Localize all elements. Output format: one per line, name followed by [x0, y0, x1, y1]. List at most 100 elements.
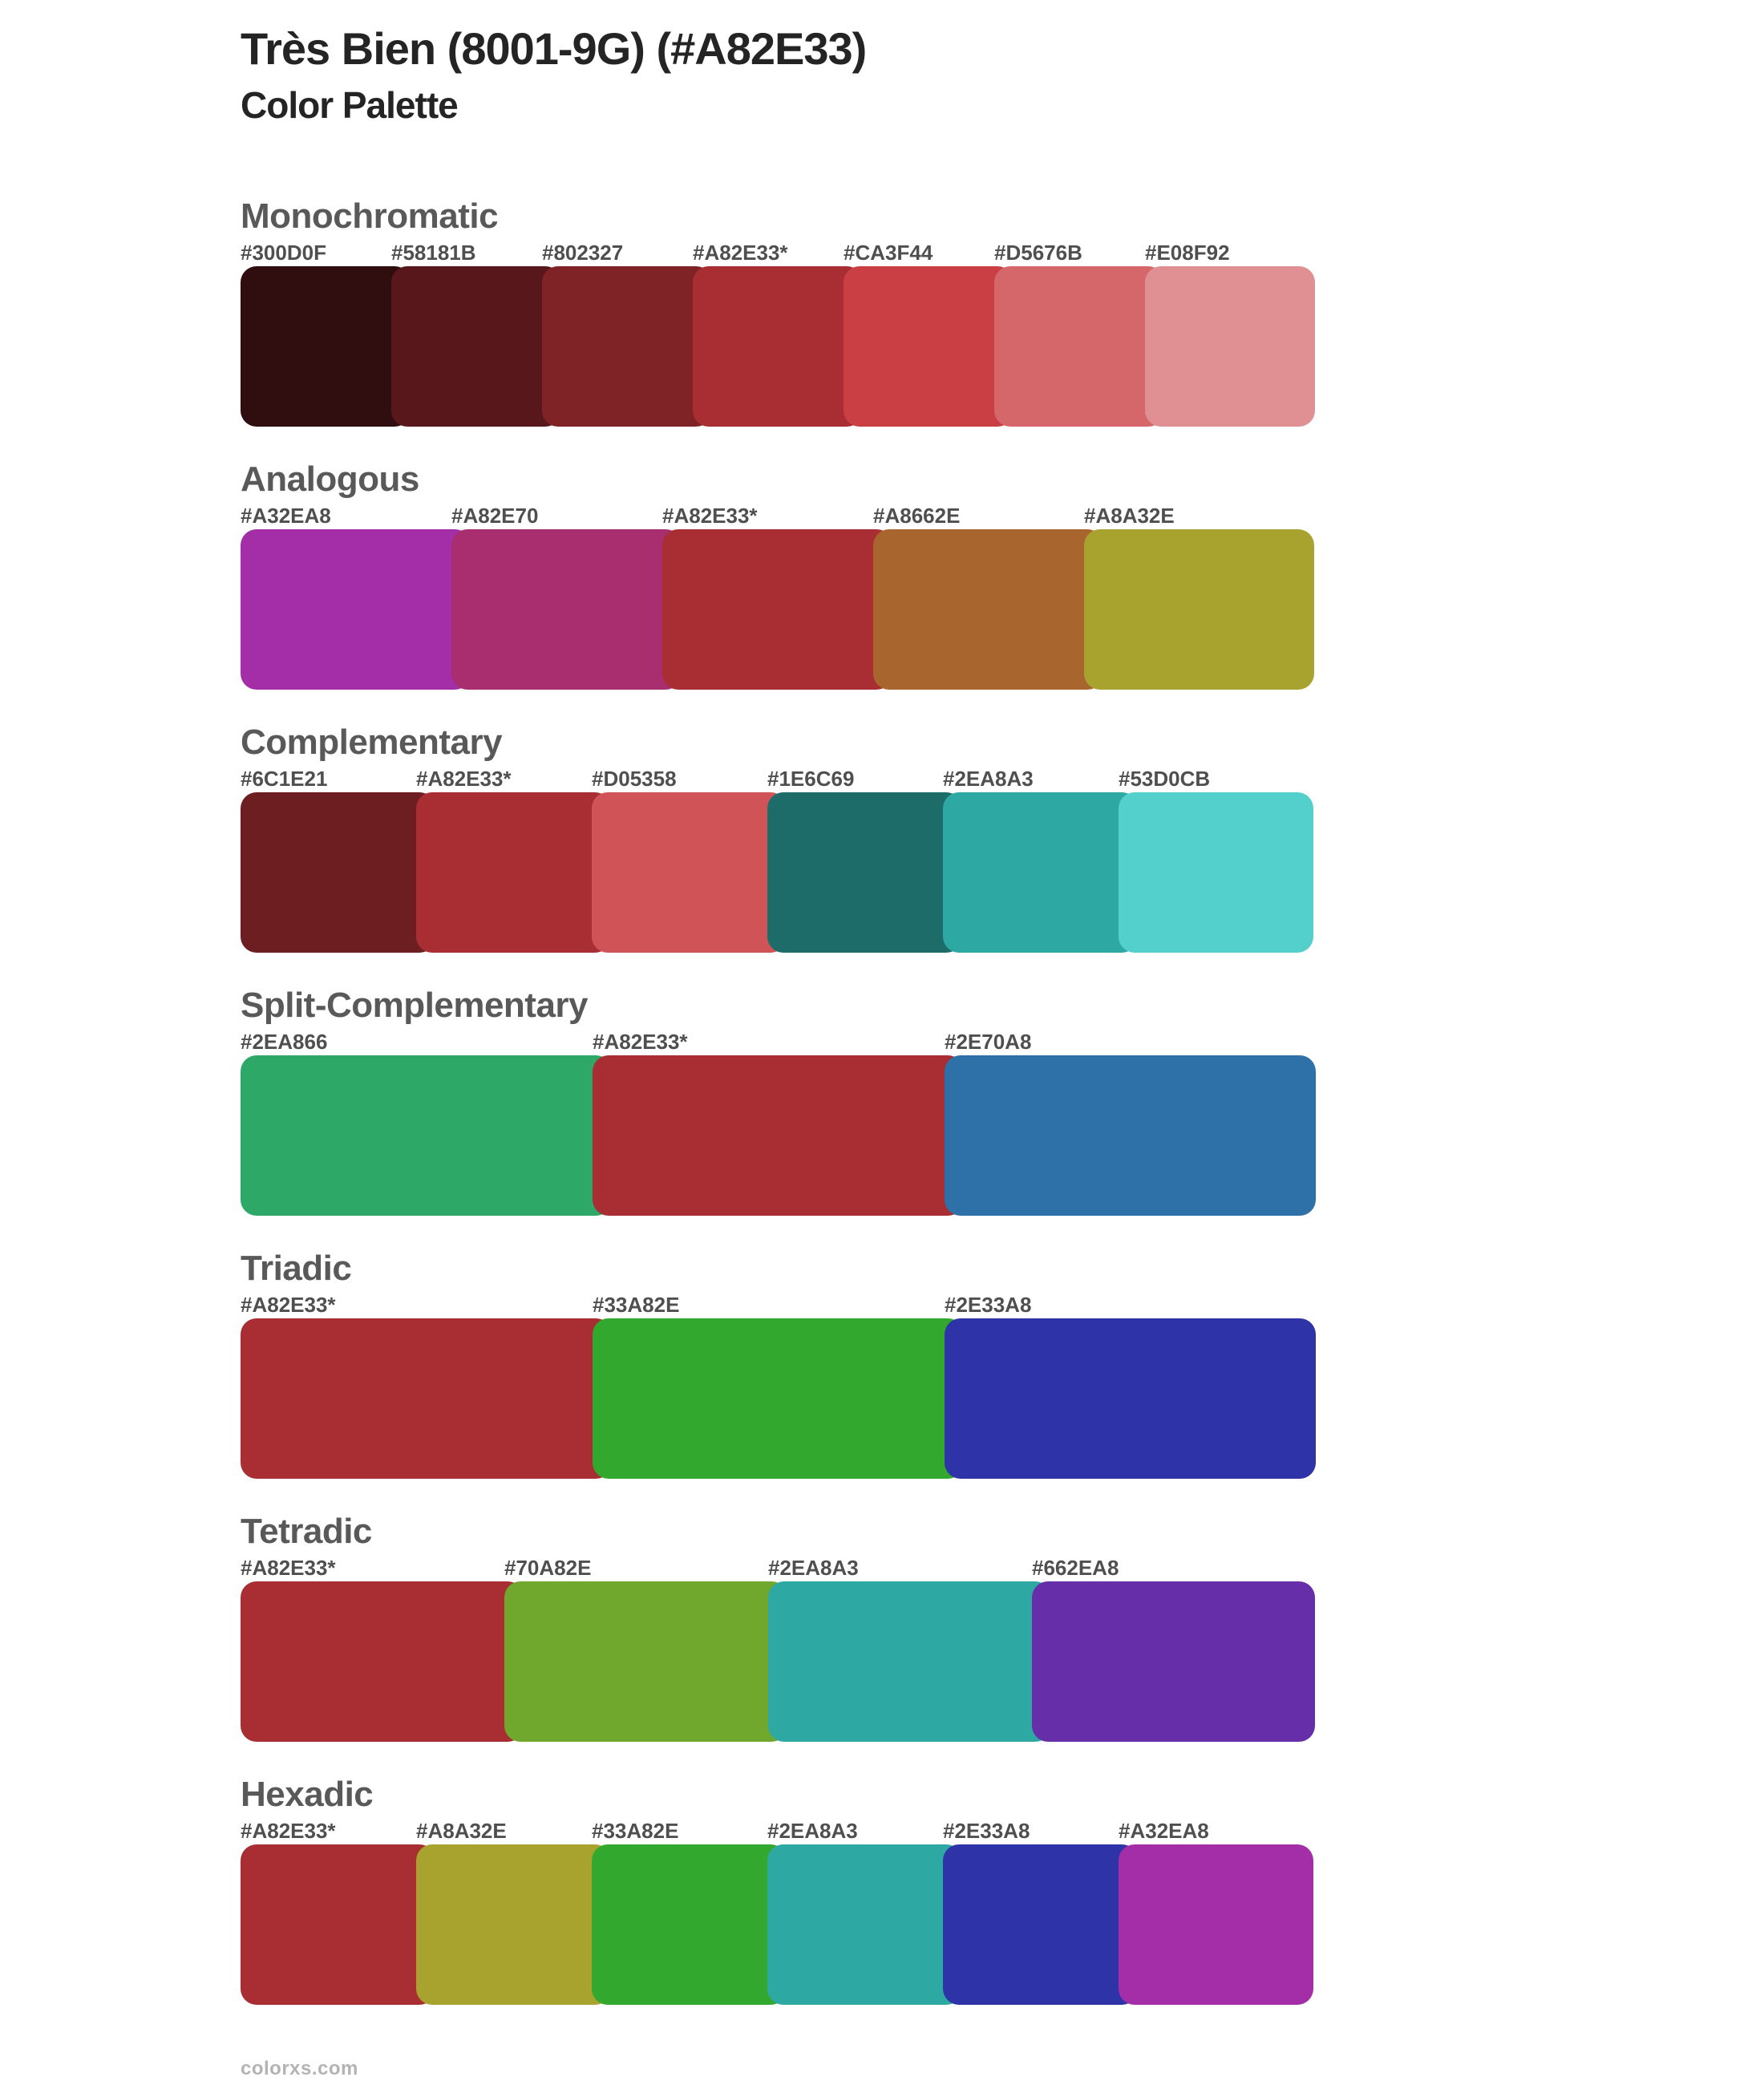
- swatch-row: #A82E33* #A8A32E #33A82E #2EA8A3 #2E33A8 #A32…: [241, 1819, 1764, 2005]
- swatch-hex-label: #6C1E21: [241, 767, 328, 791]
- section-heading: Split-Complementary: [241, 986, 589, 1025]
- swatch-hex-label: #2EA8A3: [943, 767, 1034, 791]
- color-swatch: #A82E33*: [416, 767, 611, 953]
- swatch-color-block: [994, 266, 1164, 427]
- color-swatch: #A82E33*: [593, 1030, 964, 1216]
- swatch-row: #6C1E21 #A82E33* #D05358 #1E6C69 #2EA8A3 #53D…: [241, 767, 1764, 953]
- swatch-color-block: [416, 1844, 611, 2005]
- swatch-hex-label: #2EA8A3: [768, 1556, 859, 1580]
- color-swatch: #A82E33*: [241, 1556, 524, 1742]
- swatch-color-block: [241, 1844, 435, 2005]
- color-swatch: #2E33A8: [943, 1819, 1138, 2005]
- color-swatch: #70A82E: [504, 1556, 787, 1742]
- swatch-hex-label: #802327: [542, 241, 624, 265]
- swatch-hex-label: #2EA8A3: [767, 1819, 858, 1843]
- swatch-color-block: [943, 1844, 1138, 2005]
- color-swatch: #6C1E21: [241, 767, 435, 953]
- swatch-color-block: [592, 792, 787, 953]
- section-triadic: Triadic #A82E33* #33A82E #2E33A8: [241, 1248, 1764, 1479]
- swatch-hex-label: #D05358: [592, 767, 677, 791]
- swatch-color-block: [1119, 792, 1313, 953]
- color-swatch: #D05358: [592, 767, 787, 953]
- swatch-hex-label: #33A82E: [592, 1819, 679, 1843]
- swatch-color-block: [241, 1055, 612, 1216]
- color-swatch: #2EA8A3: [767, 1819, 962, 2005]
- color-swatch: #2E33A8: [945, 1293, 1316, 1479]
- swatch-color-block: [662, 529, 892, 690]
- color-swatch: #A32EA8: [1119, 1819, 1313, 2005]
- color-swatch: #1E6C69: [767, 767, 962, 953]
- color-swatch: #33A82E: [593, 1293, 964, 1479]
- color-swatch: #A8662E: [873, 504, 1103, 690]
- swatch-color-block: [542, 266, 712, 427]
- swatch-row: #2EA866 #A82E33* #2E70A8: [241, 1030, 1764, 1216]
- swatch-color-block: [767, 1844, 962, 2005]
- section-analogous: Analogous #A32EA8 #A82E70 #A82E33* #A8662E #A…: [241, 459, 1764, 690]
- swatch-row: #300D0F #58181B #802327 #A82E33* #CA3F44 #D56…: [241, 241, 1764, 427]
- color-swatch: #802327: [542, 241, 712, 427]
- swatch-color-block: [873, 529, 1103, 690]
- color-swatch: #A32EA8: [241, 504, 471, 690]
- swatch-color-block: [844, 266, 1013, 427]
- color-swatch: #58181B: [391, 241, 561, 427]
- swatch-color-block: [241, 529, 471, 690]
- swatch-hex-label: #A32EA8: [241, 504, 331, 528]
- color-swatch: #D5676B: [994, 241, 1164, 427]
- swatch-color-block: [1032, 1581, 1315, 1742]
- color-swatch: #33A82E: [592, 1819, 787, 2005]
- swatch-color-block: [241, 1581, 524, 1742]
- section-heading: Hexadic: [241, 1775, 374, 1814]
- swatch-color-block: [943, 792, 1138, 953]
- page-subtitle: Color Palette: [241, 84, 459, 126]
- swatch-hex-label: #A32EA8: [1119, 1819, 1209, 1843]
- swatch-color-block: [241, 266, 411, 427]
- swatch-hex-label: #A8A32E: [416, 1819, 507, 1843]
- footer-site-name: colorxs.com: [241, 2058, 358, 2079]
- swatch-hex-label: #300D0F: [241, 241, 326, 265]
- swatch-hex-label: #A82E33*: [693, 241, 788, 265]
- swatch-hex-label: #2E33A8: [943, 1819, 1030, 1843]
- color-swatch: #A82E33*: [693, 241, 863, 427]
- swatch-hex-label: #A82E33*: [416, 767, 512, 791]
- swatch-color-block: [768, 1581, 1051, 1742]
- swatch-hex-label: #2EA866: [241, 1030, 328, 1054]
- section-heading: Tetradic: [241, 1512, 372, 1551]
- section-tetradic: Tetradic #A82E33* #70A82E #2EA8A3 #662EA8: [241, 1511, 1764, 1742]
- color-swatch: #A82E33*: [241, 1819, 435, 2005]
- swatch-color-block: [451, 529, 682, 690]
- color-swatch: #2E70A8: [945, 1030, 1316, 1216]
- swatch-hex-label: #A82E70: [451, 504, 539, 528]
- swatch-color-block: [504, 1581, 787, 1742]
- color-swatch: #662EA8: [1032, 1556, 1315, 1742]
- swatch-color-block: [241, 1318, 612, 1479]
- color-swatch: #2EA866: [241, 1030, 612, 1216]
- swatch-hex-label: #CA3F44: [844, 241, 933, 265]
- swatch-hex-label: #2E33A8: [945, 1293, 1032, 1317]
- color-swatch: #53D0CB: [1119, 767, 1313, 953]
- swatch-color-block: [391, 266, 561, 427]
- color-swatch: #2EA8A3: [768, 1556, 1051, 1742]
- color-swatch: #CA3F44: [844, 241, 1013, 427]
- swatch-hex-label: #E08F92: [1145, 241, 1230, 265]
- swatch-color-block: [945, 1318, 1316, 1479]
- section-hexadic: Hexadic #A82E33* #A8A32E #33A82E #2EA8A3 #2E3…: [241, 1774, 1764, 2005]
- section-heading: Monochromatic: [241, 196, 499, 236]
- color-swatch: #A8A32E: [416, 1819, 611, 2005]
- swatch-hex-label: #A82E33*: [241, 1293, 336, 1317]
- swatch-hex-label: #2E70A8: [945, 1030, 1032, 1054]
- swatch-color-block: [767, 792, 962, 953]
- color-swatch: #A82E33*: [241, 1293, 612, 1479]
- swatch-row: #A82E33* #70A82E #2EA8A3 #662EA8: [241, 1556, 1764, 1742]
- swatch-hex-label: #662EA8: [1032, 1556, 1119, 1580]
- swatch-row: #A82E33* #33A82E #2E33A8: [241, 1293, 1764, 1479]
- swatch-hex-label: #D5676B: [994, 241, 1082, 265]
- swatch-color-block: [1145, 266, 1315, 427]
- section-heading: Triadic: [241, 1249, 352, 1288]
- swatch-color-block: [593, 1055, 964, 1216]
- swatch-color-block: [416, 792, 611, 953]
- section-heading: Complementary: [241, 723, 503, 762]
- page-title: Très Bien (8001-9G) (#A82E33): [241, 23, 867, 74]
- swatch-hex-label: #A8A32E: [1084, 504, 1175, 528]
- section-complementary: Complementary #6C1E21 #A82E33* #D05358 #1E6C…: [241, 722, 1764, 953]
- swatch-hex-label: #A82E33*: [662, 504, 758, 528]
